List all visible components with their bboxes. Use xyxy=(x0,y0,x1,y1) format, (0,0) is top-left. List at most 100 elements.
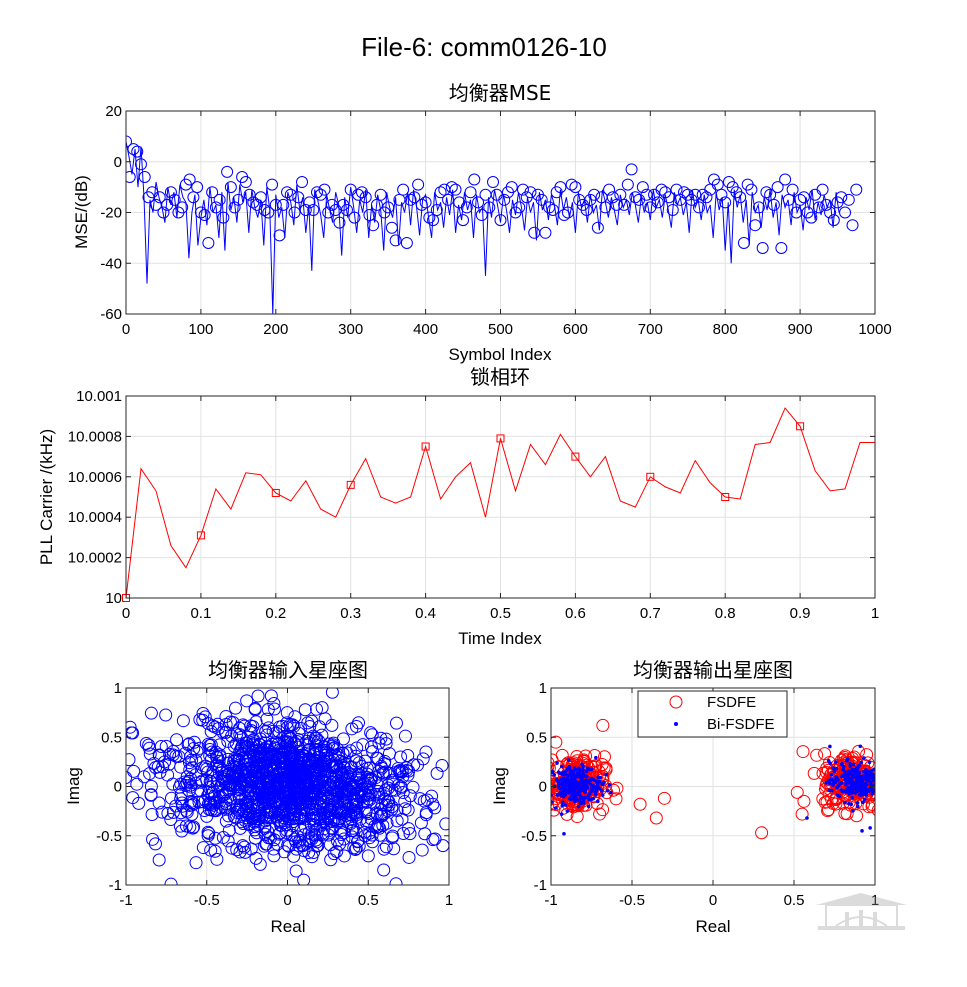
input-point xyxy=(394,781,408,795)
bi-fsdfe-point xyxy=(876,805,880,809)
input-point xyxy=(152,796,166,810)
mse-marker xyxy=(779,173,792,186)
bi-fsdfe-point xyxy=(849,780,854,784)
mse-marker xyxy=(299,203,312,216)
mse-marker xyxy=(862,0,873,6)
bi-fsdfe-point xyxy=(585,766,590,770)
input-point xyxy=(394,750,408,764)
y-tick-label: -60 xyxy=(100,306,122,323)
input-point xyxy=(364,726,378,740)
input-point xyxy=(381,804,395,818)
bi-fsdfe-point xyxy=(876,775,880,779)
fsdfe-point xyxy=(633,797,647,811)
input-point xyxy=(204,752,218,766)
bi-fsdfe-point xyxy=(560,772,565,777)
mse-marker xyxy=(558,209,571,222)
mse-marker xyxy=(505,181,518,194)
bi-fsdfe-point xyxy=(608,790,613,795)
mse-marker xyxy=(273,229,286,242)
mse-marker xyxy=(209,201,222,214)
mse-marker xyxy=(468,173,481,186)
mse-marker xyxy=(835,191,848,204)
input-point xyxy=(403,827,417,841)
input-point xyxy=(331,785,345,799)
input-point xyxy=(194,784,208,798)
fsdfe-point xyxy=(860,748,874,762)
mse-marker xyxy=(655,183,668,196)
mse-marker xyxy=(745,183,758,196)
watermark-logo xyxy=(816,893,907,930)
x-tick-label: 200 xyxy=(263,321,288,338)
x-tick-label: 0 xyxy=(122,321,130,338)
input-point xyxy=(196,713,210,727)
input-point xyxy=(226,768,240,782)
input-point xyxy=(402,822,416,836)
bi-fsdfe-point xyxy=(834,766,839,771)
fsdfe-point xyxy=(551,756,555,769)
mse-marker xyxy=(535,193,548,206)
mse-marker xyxy=(618,198,631,211)
input-point xyxy=(309,788,323,802)
y-tick-label: -40 xyxy=(100,255,122,272)
input-point xyxy=(377,842,391,856)
fsdfe-point xyxy=(597,750,611,764)
mse-panel: 0 100 200 300 400 500 600 700 800 900 1000-60-40-2… xyxy=(72,0,892,364)
input-point xyxy=(215,797,229,811)
bi-fsdfe-point xyxy=(876,788,880,792)
bi-fsdfe-point xyxy=(827,788,832,793)
input-point xyxy=(293,780,307,794)
bi-fsdfe-point xyxy=(846,786,851,790)
fsdfe-point xyxy=(588,749,602,763)
input-point xyxy=(358,754,372,768)
input-point xyxy=(395,765,409,779)
input-point xyxy=(335,806,349,820)
input-point xyxy=(316,826,330,840)
input-points xyxy=(126,688,449,885)
bi-fsdfe-point xyxy=(576,804,581,809)
bi-fsdfe-point xyxy=(832,769,837,774)
input-point xyxy=(274,771,288,785)
bi-fsdfe-point xyxy=(596,786,601,790)
bi-fsdfe-point xyxy=(876,768,880,772)
input-point xyxy=(284,731,298,745)
bi-fsdfe-point xyxy=(849,772,854,777)
input-point xyxy=(269,726,283,740)
input-point xyxy=(350,835,364,849)
mse-marker xyxy=(206,186,219,199)
bi-fsdfe-point xyxy=(605,788,610,793)
input-point xyxy=(189,856,203,870)
mse-marker xyxy=(516,183,529,196)
input-point xyxy=(215,763,229,777)
input-point xyxy=(302,826,316,840)
input-point xyxy=(286,782,300,796)
mse-marker xyxy=(385,221,398,234)
bi-fsdfe-point xyxy=(586,804,591,809)
input-point xyxy=(317,807,331,821)
mse-marker xyxy=(805,211,818,224)
bi-fsdfe-point xyxy=(855,801,860,805)
subplot-title: 锁相环 xyxy=(470,365,530,389)
bi-fsdfe-point xyxy=(589,767,594,772)
mse-marker xyxy=(412,178,425,191)
fsdfe-point xyxy=(590,796,604,810)
input-point xyxy=(398,795,412,809)
mse-marker xyxy=(767,198,780,211)
input-point xyxy=(293,786,307,800)
input-point xyxy=(274,814,288,828)
bi-fsdfe-point xyxy=(562,793,567,798)
bi-fsdfe-point xyxy=(584,769,589,774)
subplot-title: 均衡器输出星座图 xyxy=(633,658,793,682)
y-axis-label: Imag xyxy=(490,767,509,805)
legend-box xyxy=(637,690,788,738)
bi-fsdfe-point xyxy=(563,772,568,777)
bi-fsdfe-point xyxy=(604,772,609,777)
input-point xyxy=(372,736,386,750)
input-point xyxy=(337,797,351,811)
input-point xyxy=(144,788,158,802)
bi-fsdfe-point xyxy=(876,783,880,787)
mse-marker xyxy=(771,181,784,194)
input-point xyxy=(234,743,248,757)
bi-fsdfe-point xyxy=(831,766,836,770)
mse-marker xyxy=(621,178,634,191)
input-point xyxy=(361,849,375,863)
